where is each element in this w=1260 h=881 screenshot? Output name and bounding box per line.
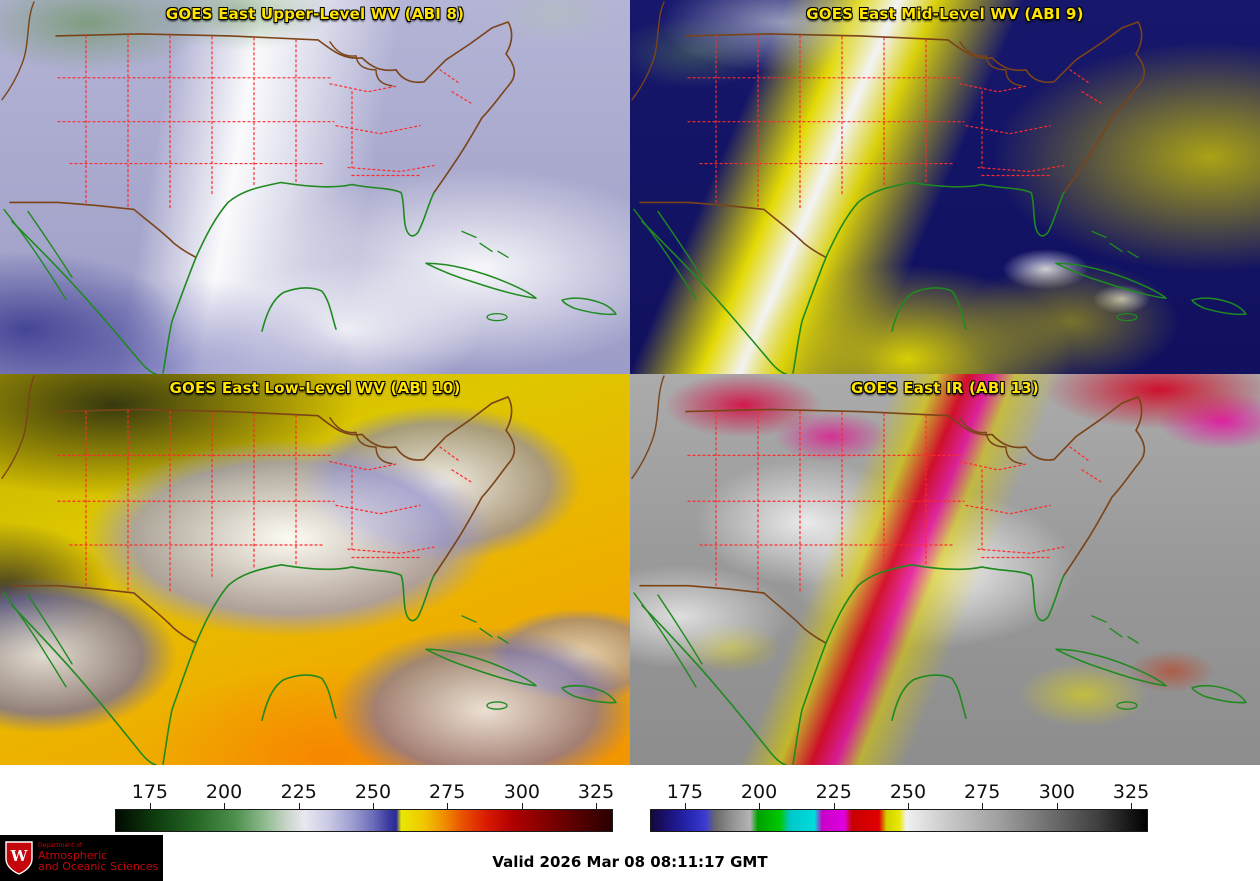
tick-mark — [521, 803, 523, 809]
panel-ir: GOES East IR (ABI 13) — [630, 374, 1260, 765]
uw-logo-text: Department of Atmospheric and Oceanic Sc… — [38, 842, 159, 874]
tick-mark — [372, 803, 374, 809]
panel-title: GOES East Mid-Level WV (ABI 9) — [806, 5, 1084, 23]
tick-label: 200 — [740, 781, 778, 803]
panel-upper-level-wv: GOES East Upper-Level WV (ABI 8) — [0, 0, 630, 374]
tick-mark — [759, 803, 761, 809]
tick-label: 225 — [815, 781, 852, 803]
tick-mark — [907, 803, 909, 809]
tick-label: 200 — [205, 781, 243, 803]
colorbar-ir: 175 200 225 250 275 300 325 — [650, 765, 1150, 835]
panel-title: GOES East Upper-Level WV (ABI 8) — [165, 5, 465, 23]
logo-line-1: Atmospheric — [38, 848, 108, 862]
tick-mark — [298, 803, 300, 809]
tick-mark — [596, 803, 598, 809]
valid-timestamp: Valid 2026 Mar 08 08:11:17 GMT — [492, 853, 768, 871]
logo-dept-line: Department of — [38, 842, 82, 850]
tick-mark — [224, 803, 226, 809]
tick-mark — [1056, 803, 1058, 809]
tick-mark — [684, 803, 686, 809]
panel-title: GOES East IR (ABI 13) — [850, 379, 1039, 397]
tick-label: 225 — [280, 781, 317, 803]
tick-label: 175 — [666, 781, 703, 803]
basemap-overlay — [631, 375, 1247, 765]
basemap-overlay — [631, 1, 1247, 374]
tick-mark — [833, 803, 835, 809]
colorbar-wv: 175 200 225 250 275 300 325 — [115, 765, 615, 835]
panel-low-level-wv: GOES East Low-Level WV (ABI 10) — [0, 374, 630, 765]
tick-mark — [1131, 803, 1133, 809]
tick-mark — [982, 803, 984, 809]
footer: 175 200 225 250 275 300 325 175 200 225 … — [0, 765, 1260, 881]
logo-line-2: and Oceanic Sciences — [38, 860, 159, 874]
svg-text:W: W — [10, 847, 29, 865]
tick-label: 175 — [131, 781, 168, 803]
tick-label: 250 — [354, 781, 392, 803]
uw-crest-icon: W — [5, 841, 33, 875]
panel-title: GOES East Low-Level WV (ABI 10) — [169, 379, 461, 397]
basemap-overlay — [1, 1, 617, 374]
tick-label: 300 — [503, 781, 540, 803]
panel-grid: GOES East Upper-Level WV (ABI 8) GOES Ea… — [0, 0, 1260, 765]
tick-label: 275 — [429, 781, 466, 803]
tick-mark — [149, 803, 151, 809]
panel-mid-level-wv: GOES East Mid-Level WV (ABI 9) — [630, 0, 1260, 374]
basemap-overlay — [1, 375, 617, 765]
tick-label: 250 — [889, 781, 927, 803]
colorbar-ir-gradient — [650, 809, 1148, 832]
tick-label: 275 — [964, 781, 1001, 803]
tick-label: 325 — [1112, 781, 1150, 803]
tick-mark — [447, 803, 449, 809]
colorbar-wv-gradient — [115, 809, 613, 832]
uw-aos-logo: W Department of Atmospheric and Oceanic … — [0, 835, 163, 881]
tick-label: 300 — [1038, 781, 1075, 803]
tick-label: 325 — [577, 781, 615, 803]
